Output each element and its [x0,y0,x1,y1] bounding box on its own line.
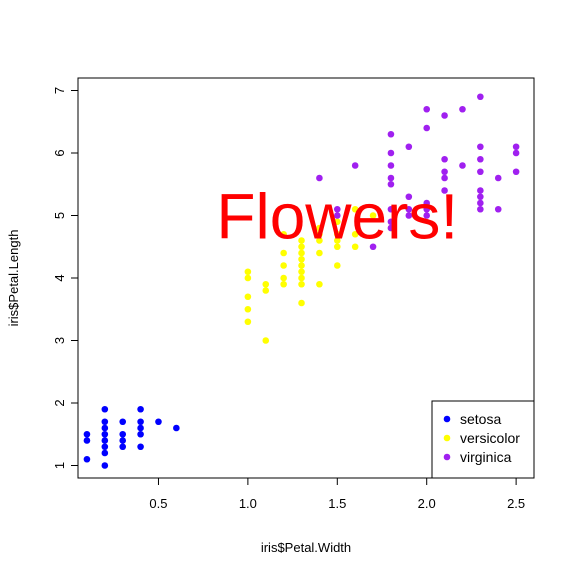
data-point [316,281,323,288]
data-point [495,206,502,213]
data-point [137,425,144,432]
data-point [298,268,305,275]
data-point [102,431,109,438]
data-point [84,431,91,438]
data-point [298,300,305,307]
data-point [477,206,484,213]
data-point [280,262,287,269]
data-point [334,262,341,269]
data-point [513,143,520,150]
data-point [441,156,448,163]
data-point [137,431,144,438]
series-setosa [84,406,180,469]
legend-label: versicolor [460,430,520,446]
data-point [137,406,144,413]
chart-annotation: Flowers! [216,181,458,253]
legend-marker [444,454,451,461]
data-point [280,281,287,288]
data-point [477,93,484,100]
data-point [102,462,109,469]
x-tick-label: 1.0 [239,496,257,511]
data-point [477,200,484,207]
y-tick-label: 1 [52,462,67,469]
data-point [262,287,269,294]
data-point [119,418,126,425]
data-point [102,437,109,444]
y-tick-label: 2 [52,399,67,406]
data-point [513,168,520,175]
data-point [262,337,269,344]
data-point [245,306,252,313]
data-point [84,437,91,444]
data-point [441,112,448,119]
data-point [352,162,359,169]
x-tick-label: 0.5 [149,496,167,511]
data-point [388,150,395,157]
x-tick-label: 1.5 [328,496,346,511]
data-point [119,443,126,450]
data-point [298,281,305,288]
data-point [245,293,252,300]
y-axis: 1 2 3 4 5 6 7 [52,87,78,469]
data-point [459,106,466,113]
data-point [423,125,430,132]
data-point [513,150,520,157]
data-point [173,425,180,432]
data-point [388,131,395,138]
data-point [477,168,484,175]
points-layer [84,93,520,468]
data-point [477,143,484,150]
data-point [298,262,305,269]
data-point [155,418,162,425]
x-ticks: 0.5 1.0 1.5 2.0 2.5 [149,478,525,511]
data-point [245,275,252,282]
legend-marker [444,416,451,423]
data-point [388,162,395,169]
y-tick-label: 7 [52,87,67,94]
data-point [245,318,252,325]
data-point [137,443,144,450]
data-point [477,187,484,194]
data-point [84,456,91,463]
data-point [495,175,502,182]
data-point [406,143,413,150]
legend-item-setosa: setosa [444,411,502,427]
data-point [119,437,126,444]
y-tick-label: 5 [52,212,67,219]
data-point [441,168,448,175]
y-axis-title: iris$Petal.Length [6,230,21,327]
x-tick-label: 2.5 [507,496,525,511]
data-point [119,431,126,438]
data-point [477,193,484,200]
y-ticks: 1 2 3 4 5 6 7 [52,87,78,469]
data-point [280,275,287,282]
x-tick-label: 2.0 [418,496,436,511]
data-point [298,256,305,263]
legend-entries: setosa versicolor virginica [444,411,521,465]
legend-label: setosa [460,411,501,427]
legend-item-versicolor: versicolor [444,430,521,446]
data-point [423,106,430,113]
y-tick-label: 4 [52,274,67,281]
y-tick-label: 3 [52,337,67,344]
legend: setosa versicolor virginica [432,401,534,478]
data-point [245,268,252,275]
data-point [102,418,109,425]
y-tick-label: 6 [52,149,67,156]
x-axis-title: iris$Petal.Width [261,540,351,555]
legend-item-virginica: virginica [444,449,512,465]
legend-label: virginica [460,449,512,465]
data-point [477,156,484,163]
data-point [102,406,109,413]
data-point [102,443,109,450]
data-point [102,425,109,432]
data-point [298,275,305,282]
data-point [459,162,466,169]
data-point [102,450,109,457]
legend-marker [444,435,451,442]
data-point [137,418,144,425]
x-axis: 0.5 1.0 1.5 2.0 2.5 [149,478,525,511]
data-point [262,281,269,288]
